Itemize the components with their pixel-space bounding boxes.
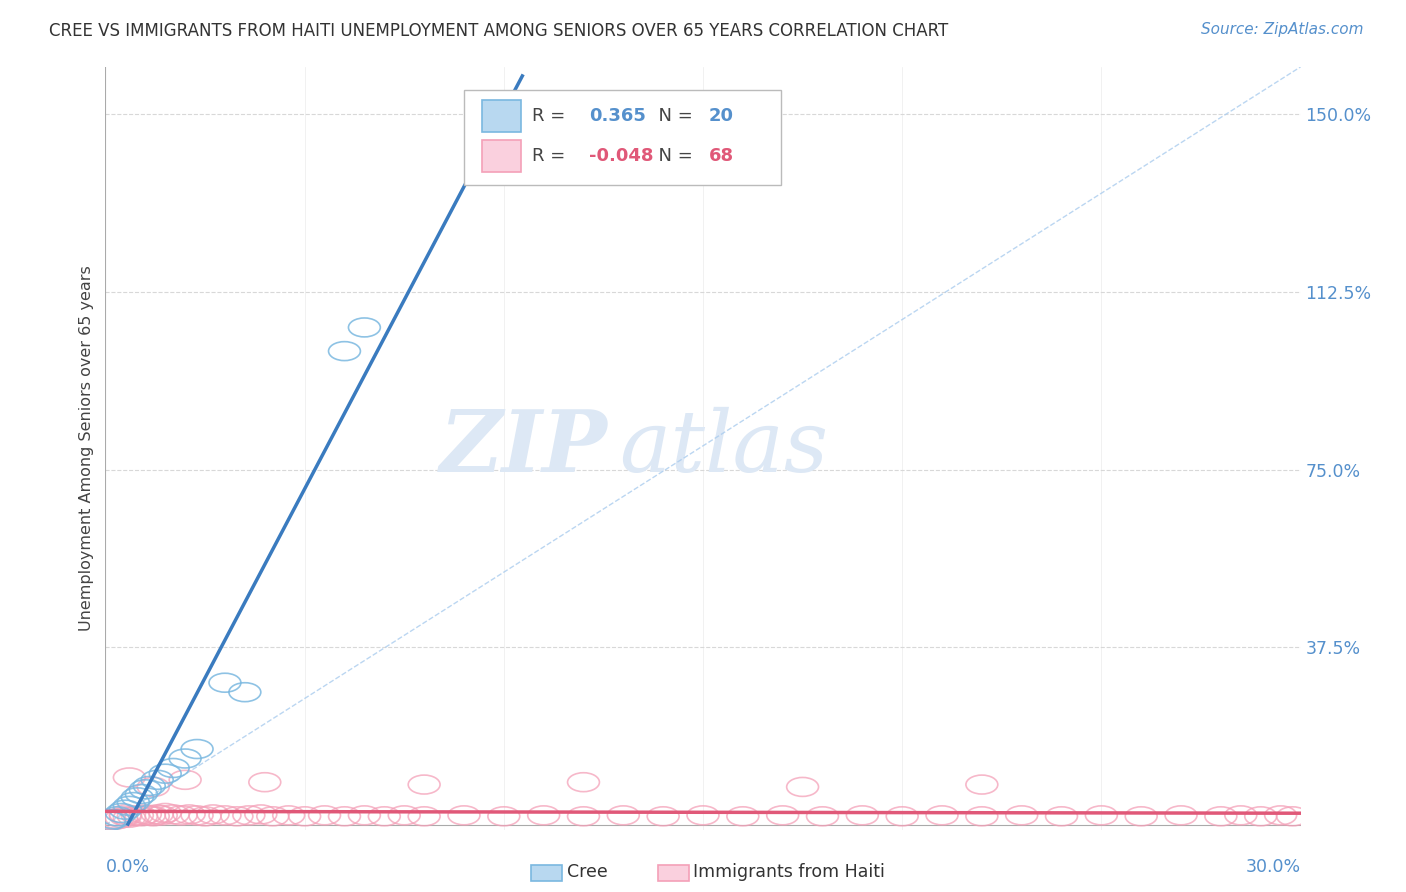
Text: N =: N = bbox=[647, 147, 699, 165]
Text: CREE VS IMMIGRANTS FROM HAITI UNEMPLOYMENT AMONG SENIORS OVER 65 YEARS CORRELATI: CREE VS IMMIGRANTS FROM HAITI UNEMPLOYME… bbox=[49, 22, 949, 40]
Text: atlas: atlas bbox=[619, 407, 828, 490]
Text: 30.0%: 30.0% bbox=[1246, 858, 1301, 876]
Y-axis label: Unemployment Among Seniors over 65 years: Unemployment Among Seniors over 65 years bbox=[79, 265, 94, 632]
Text: 0.0%: 0.0% bbox=[105, 858, 149, 876]
FancyBboxPatch shape bbox=[464, 90, 780, 186]
Text: Source: ZipAtlas.com: Source: ZipAtlas.com bbox=[1201, 22, 1364, 37]
Text: R =: R = bbox=[531, 147, 571, 165]
Text: R =: R = bbox=[531, 107, 571, 126]
Text: 0.365: 0.365 bbox=[589, 107, 647, 126]
Bar bbox=[482, 140, 522, 172]
Text: Immigrants from Haiti: Immigrants from Haiti bbox=[693, 863, 884, 881]
Text: -0.048: -0.048 bbox=[589, 147, 654, 165]
Text: 20: 20 bbox=[709, 107, 734, 126]
Text: N =: N = bbox=[647, 107, 699, 126]
Text: Cree: Cree bbox=[567, 863, 607, 881]
Text: ZIP: ZIP bbox=[440, 407, 607, 490]
Bar bbox=[482, 101, 522, 133]
Text: 68: 68 bbox=[709, 147, 734, 165]
